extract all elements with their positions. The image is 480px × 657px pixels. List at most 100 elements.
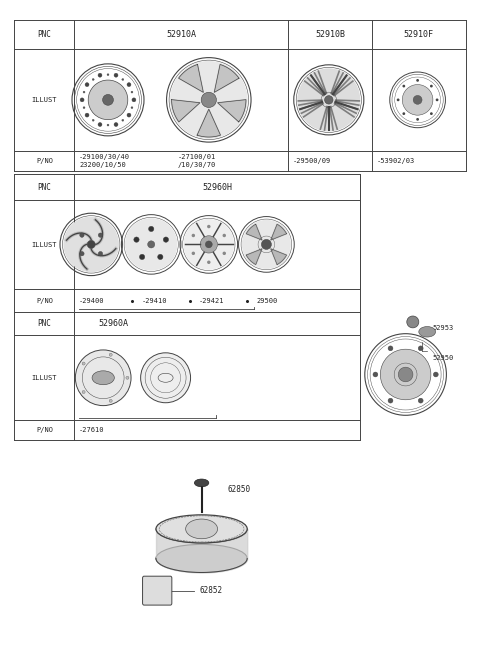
- Text: 62850: 62850: [228, 485, 251, 494]
- Ellipse shape: [131, 91, 133, 93]
- Ellipse shape: [223, 234, 226, 237]
- Ellipse shape: [402, 112, 405, 115]
- Ellipse shape: [148, 241, 155, 248]
- Polygon shape: [246, 224, 262, 240]
- Polygon shape: [271, 224, 287, 240]
- Ellipse shape: [82, 390, 85, 394]
- Polygon shape: [217, 100, 246, 122]
- Ellipse shape: [398, 367, 413, 382]
- Ellipse shape: [430, 85, 433, 87]
- Text: -53902/03: -53902/03: [377, 158, 415, 164]
- Text: ILLUST: ILLUST: [32, 97, 57, 103]
- Ellipse shape: [83, 91, 85, 93]
- Text: 29500: 29500: [257, 298, 278, 304]
- Ellipse shape: [297, 68, 360, 131]
- Ellipse shape: [163, 237, 168, 242]
- Ellipse shape: [92, 119, 94, 122]
- Ellipse shape: [114, 123, 118, 127]
- Ellipse shape: [419, 327, 435, 337]
- Text: P/NO: P/NO: [36, 427, 53, 434]
- Ellipse shape: [132, 98, 136, 102]
- Ellipse shape: [402, 85, 405, 87]
- Ellipse shape: [396, 99, 399, 101]
- Ellipse shape: [205, 241, 212, 248]
- Ellipse shape: [373, 372, 378, 377]
- Ellipse shape: [127, 83, 131, 87]
- Text: 52950: 52950: [432, 355, 453, 361]
- Polygon shape: [271, 249, 287, 265]
- Ellipse shape: [201, 92, 216, 108]
- Ellipse shape: [200, 236, 217, 253]
- Ellipse shape: [192, 234, 195, 237]
- Ellipse shape: [80, 233, 84, 237]
- Ellipse shape: [134, 237, 139, 242]
- Text: 52953: 52953: [432, 325, 453, 332]
- Text: -29100/30/40
23200/10/50: -29100/30/40 23200/10/50: [79, 154, 130, 168]
- Ellipse shape: [80, 98, 84, 102]
- Ellipse shape: [92, 371, 114, 385]
- Ellipse shape: [170, 61, 248, 139]
- Ellipse shape: [433, 372, 438, 377]
- Ellipse shape: [107, 74, 109, 76]
- Text: 52910B: 52910B: [315, 30, 345, 39]
- Text: PNC: PNC: [37, 319, 51, 328]
- FancyBboxPatch shape: [143, 576, 172, 605]
- Ellipse shape: [418, 346, 423, 351]
- Text: PNC: PNC: [37, 30, 51, 39]
- Ellipse shape: [242, 220, 291, 269]
- Ellipse shape: [85, 83, 89, 87]
- Polygon shape: [246, 249, 262, 265]
- Text: -27100/01
/10/30/70: -27100/01 /10/30/70: [178, 154, 216, 168]
- Ellipse shape: [126, 376, 129, 379]
- Ellipse shape: [122, 119, 124, 122]
- Ellipse shape: [141, 353, 191, 403]
- Ellipse shape: [388, 398, 393, 403]
- Ellipse shape: [83, 106, 85, 108]
- Ellipse shape: [324, 96, 333, 104]
- Ellipse shape: [156, 545, 247, 572]
- Polygon shape: [179, 64, 204, 93]
- Text: 52910F: 52910F: [404, 30, 434, 39]
- Ellipse shape: [75, 350, 131, 405]
- Ellipse shape: [380, 349, 431, 400]
- Ellipse shape: [85, 113, 89, 117]
- Text: P/NO: P/NO: [36, 298, 53, 304]
- Ellipse shape: [207, 261, 211, 264]
- Ellipse shape: [157, 254, 163, 260]
- Ellipse shape: [156, 515, 247, 543]
- Ellipse shape: [436, 99, 438, 101]
- Ellipse shape: [223, 252, 226, 255]
- Text: -29500/09: -29500/09: [293, 158, 331, 164]
- Text: -27610: -27610: [79, 427, 105, 434]
- Ellipse shape: [430, 112, 433, 115]
- Ellipse shape: [92, 78, 94, 81]
- Text: ILLUST: ILLUST: [32, 374, 57, 381]
- Ellipse shape: [416, 79, 419, 81]
- Ellipse shape: [122, 78, 124, 81]
- Ellipse shape: [109, 353, 112, 356]
- Ellipse shape: [88, 80, 128, 120]
- Ellipse shape: [194, 479, 209, 487]
- Ellipse shape: [98, 233, 103, 237]
- Text: -29410: -29410: [142, 298, 167, 304]
- Ellipse shape: [418, 398, 423, 403]
- Ellipse shape: [63, 217, 119, 272]
- Text: PNC: PNC: [37, 183, 51, 192]
- Ellipse shape: [107, 124, 109, 126]
- Text: 52960A: 52960A: [98, 319, 129, 328]
- Ellipse shape: [148, 226, 154, 232]
- Ellipse shape: [98, 252, 103, 256]
- Text: 52910A: 52910A: [166, 30, 196, 39]
- Ellipse shape: [192, 252, 195, 255]
- Ellipse shape: [139, 254, 145, 260]
- Text: -29400: -29400: [79, 298, 105, 304]
- Ellipse shape: [262, 239, 271, 250]
- Ellipse shape: [186, 519, 217, 539]
- Polygon shape: [172, 100, 200, 122]
- Ellipse shape: [416, 118, 419, 121]
- Text: P/NO: P/NO: [36, 158, 53, 164]
- Ellipse shape: [80, 252, 84, 256]
- Ellipse shape: [114, 73, 118, 77]
- Ellipse shape: [109, 399, 112, 402]
- Ellipse shape: [207, 225, 211, 228]
